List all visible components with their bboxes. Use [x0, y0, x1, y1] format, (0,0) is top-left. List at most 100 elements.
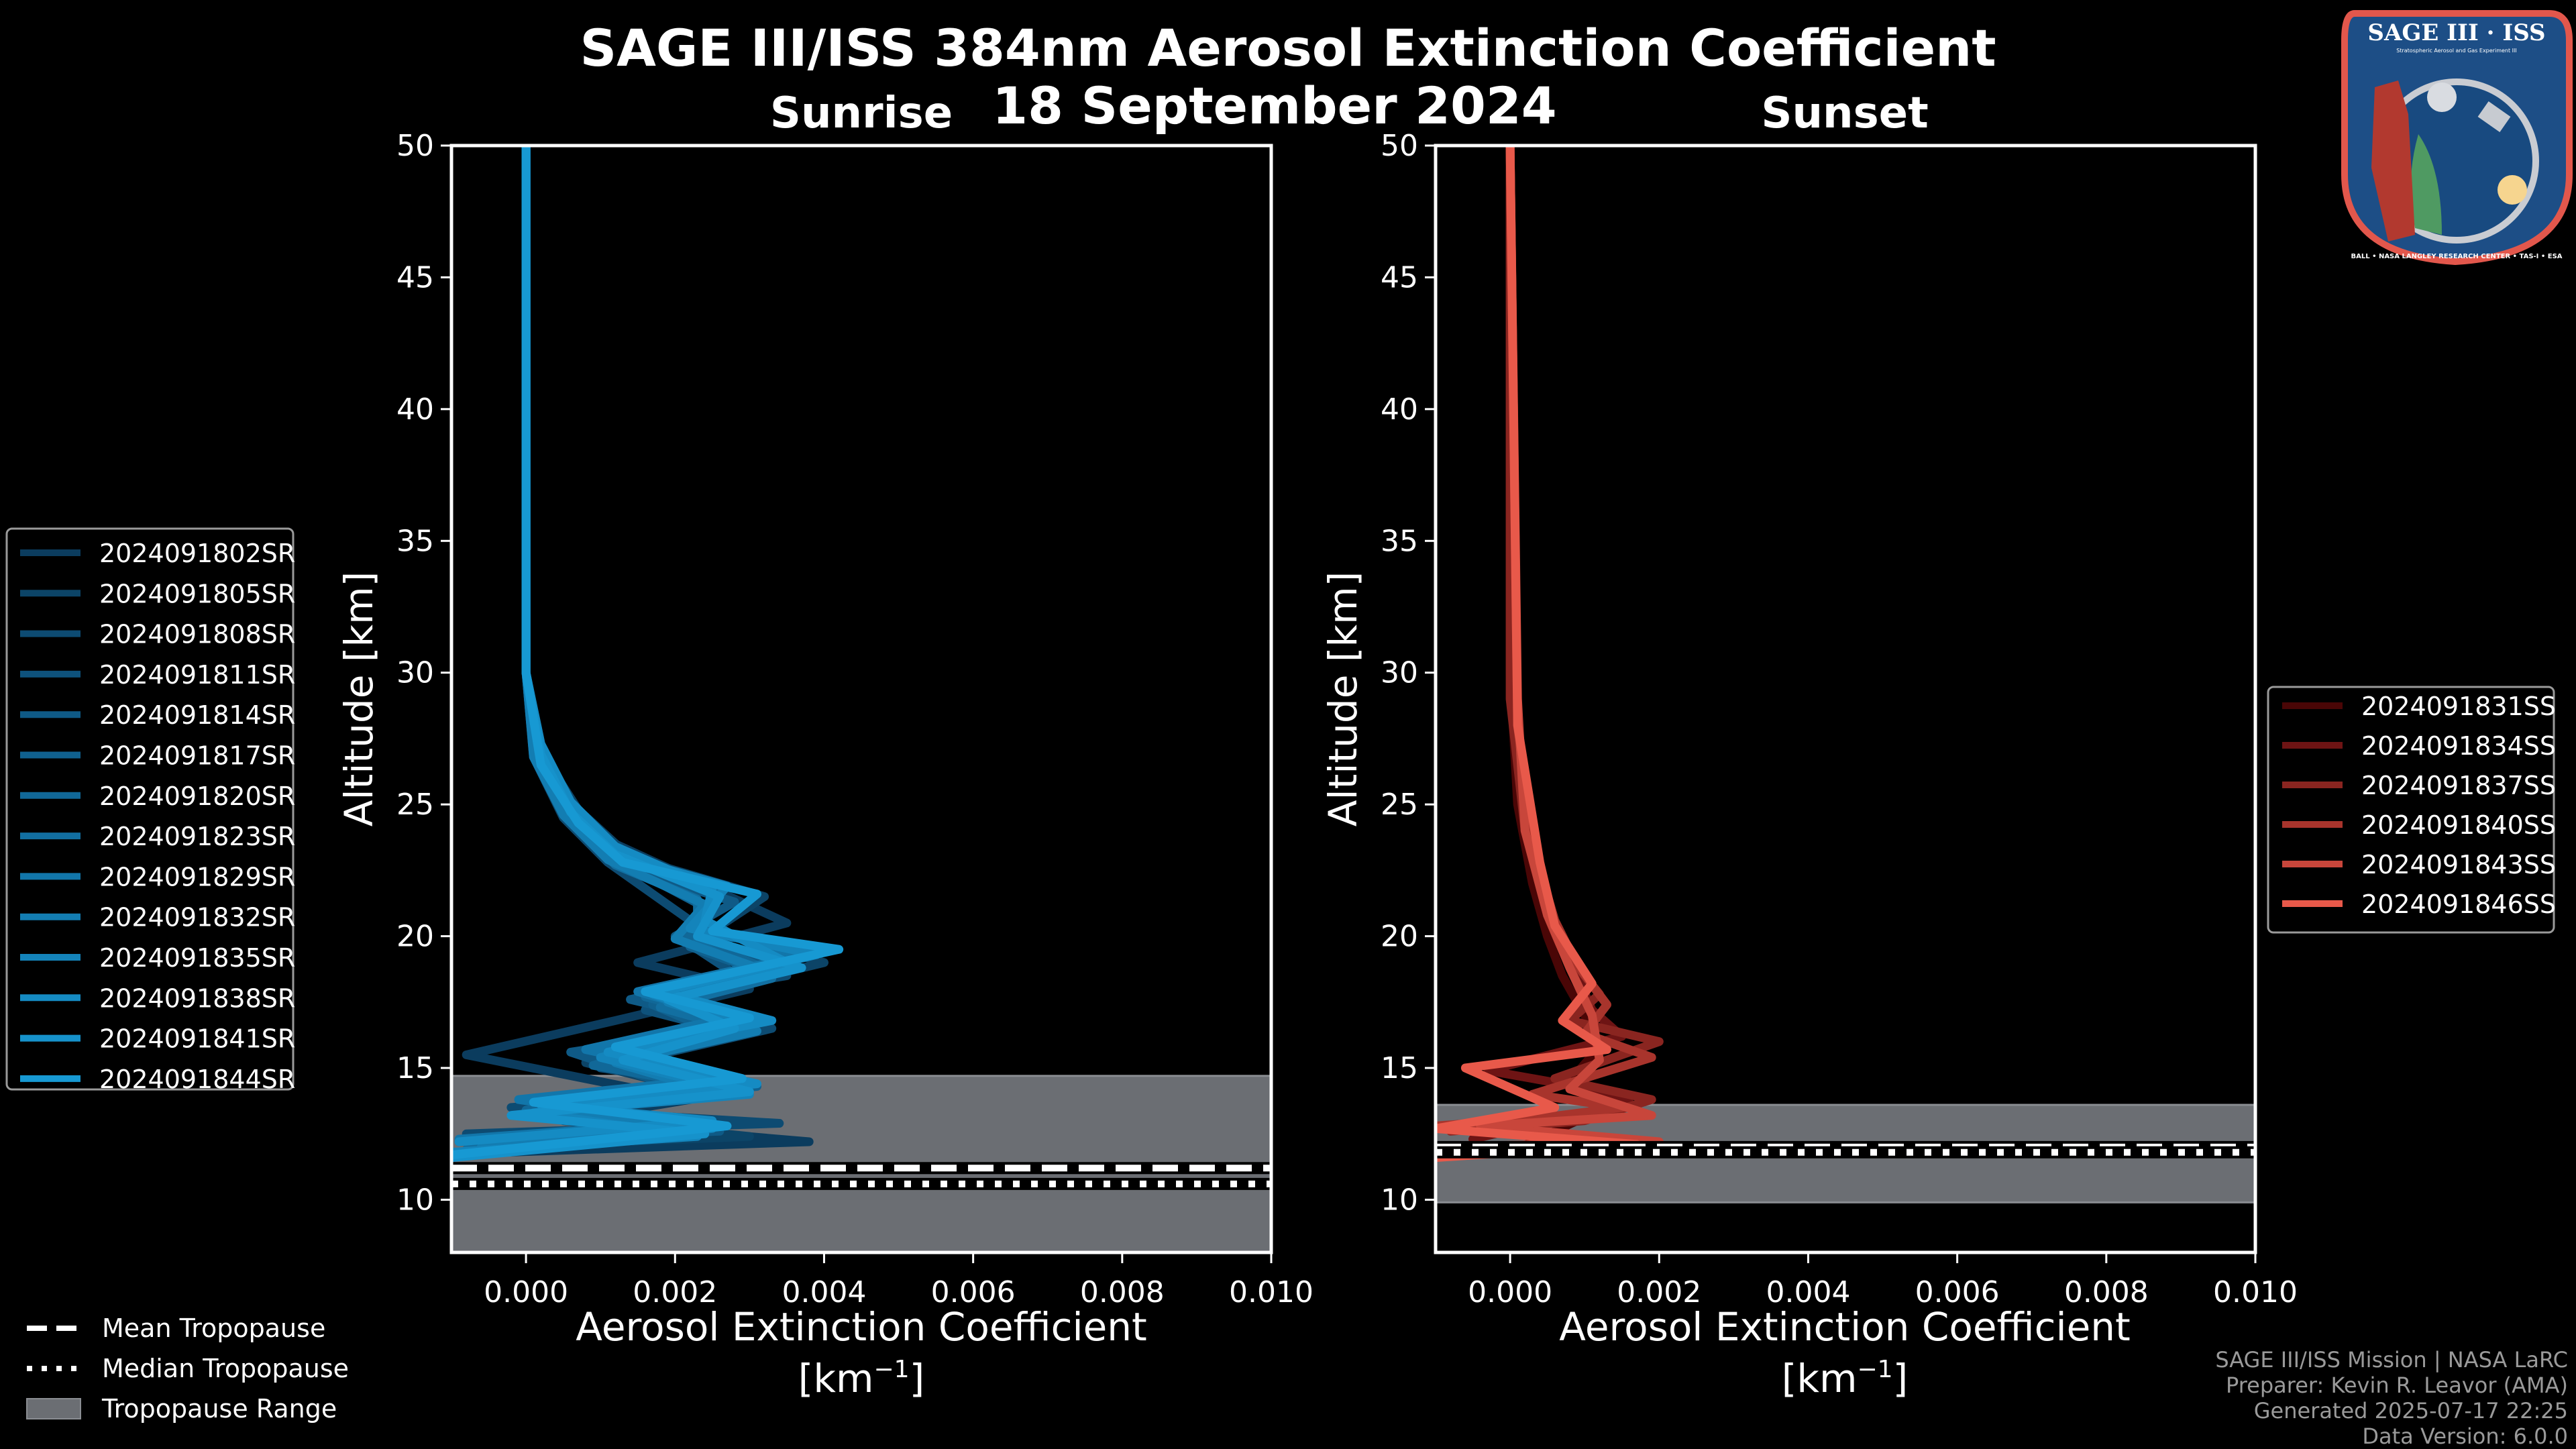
- y-tick-label: 45: [1381, 260, 1418, 294]
- x-tick-label: 0.004: [1766, 1275, 1850, 1309]
- legend-label: 2024091843SS: [2361, 850, 2556, 879]
- legend-label: 2024091820SR: [99, 782, 295, 811]
- sunrise-profiles: [451, 146, 844, 1163]
- legend-entry: 2024091829SR: [20, 862, 295, 892]
- sunset-panel-title: Sunset: [1761, 89, 1928, 138]
- legend-entry: 2024091831SS: [2282, 692, 2556, 721]
- sunset-x-axis-units: [km−1]: [1782, 1356, 1908, 1401]
- y-tick-label: 25: [396, 788, 434, 822]
- y-tick-label: 25: [1381, 788, 1418, 822]
- legend-entry: 2024091834SS: [2282, 731, 2556, 761]
- y-tick-label: 20: [1381, 920, 1418, 954]
- legend-label: 2024091829SR: [99, 862, 295, 892]
- sunset-y-axis-label: Altitude [km]: [1320, 572, 1366, 826]
- legend-label: 2024091832SR: [99, 903, 295, 932]
- sunrise-panel-title: Sunrise: [770, 89, 953, 138]
- sunrise-legend: 2024091802SR 2024091805SR 2024091808SR 2024…: [5, 527, 295, 1094]
- credit-mission: SAGE III/ISS Mission | NASA LaRC: [2215, 1347, 2568, 1373]
- y-tick-label: 15: [1381, 1051, 1418, 1085]
- credit-generated: Generated 2025-07-17 22:25: [2254, 1398, 2568, 1424]
- x-tick-label: 0.002: [1617, 1275, 1701, 1309]
- x-tick-label: 0.010: [1229, 1275, 1313, 1309]
- profile-line-2024091846SS: [1436, 146, 1642, 1163]
- tropopause-range-label: Tropopause Range: [101, 1394, 337, 1424]
- sunset-tropopause-lines: [1436, 1140, 2255, 1159]
- sunrise-legend-frame: [5, 527, 294, 1091]
- y-tick-label: 15: [396, 1051, 434, 1085]
- y-tick-label: 35: [396, 524, 434, 558]
- sunrise-x-axis-label: Aerosol Extinction Coefficient: [576, 1304, 1147, 1350]
- legend-entry: 2024091823SR: [20, 822, 295, 851]
- legend-label: 2024091823SR: [99, 822, 295, 851]
- sunset-axes: 0.000 0.002 0.004 0.006 0.008 0.010 10 15 20 25 30…: [1381, 129, 2298, 1309]
- legend-label: 2024091814SR: [99, 700, 295, 730]
- legend-label: 2024091811SR: [99, 660, 295, 690]
- logo-ring-text: BALL • NASA LANGLEY RESEARCH CENTER • TA…: [2351, 253, 2562, 260]
- legend-entry: 2024091837SS: [2282, 771, 2556, 800]
- y-tick-label: 30: [396, 656, 434, 690]
- legend-entry: 2024091802SR: [20, 539, 295, 568]
- logo-moon-icon: [2427, 83, 2457, 112]
- sunrise-axes: 0.000 0.002 0.004 0.006 0.008 0.010 10 15 20 25 30…: [396, 129, 1313, 1309]
- y-tick-label: 30: [1381, 656, 1418, 690]
- y-tick-label: 40: [1381, 392, 1418, 427]
- logo-wizard-icon: [2371, 80, 2415, 241]
- legend-label: 2024091834SS: [2361, 731, 2556, 761]
- sunrise-tropopause-lines: [451, 1162, 1271, 1190]
- legend-label: 2024091805SR: [99, 579, 295, 608]
- x-tick-label: 0.000: [1468, 1275, 1552, 1309]
- x-tick-label: 0.006: [931, 1275, 1016, 1309]
- logo-iss-icon: [2477, 101, 2511, 132]
- y-tick-label: 10: [1381, 1183, 1418, 1217]
- x-tick-label: 0.000: [484, 1275, 568, 1309]
- logo-name: SAGE III · ISS: [2367, 19, 2545, 46]
- credit-preparer: Preparer: Kevin R. Leavor (AMA): [2226, 1373, 2568, 1398]
- legend-entry: 2024091844SR: [20, 1065, 295, 1094]
- legend-entry: 2024091843SS: [2282, 850, 2556, 879]
- y-tick-label: 20: [396, 920, 434, 954]
- y-tick-label: 45: [396, 260, 434, 294]
- legend-entry: 2024091811SR: [20, 660, 295, 690]
- logo-earth-icon: [2410, 134, 2442, 235]
- sunset-panel: 0.000 0.002 0.004 0.006 0.008 0.010 10 15 20 25 30…: [1320, 129, 2298, 1401]
- figure-title: SAGE III/ISS 384nm Aerosol Extinction Co…: [580, 18, 1996, 78]
- sunrise-x-axis-units: [km−1]: [798, 1356, 924, 1401]
- x-tick-label: 0.008: [2064, 1275, 2149, 1309]
- legend-entry: 2024091817SR: [20, 741, 295, 771]
- y-tick-label: 35: [1381, 524, 1418, 558]
- x-tick-label: 0.002: [633, 1275, 717, 1309]
- sunset-legend: 2024091831SS 2024091834SS 2024091837SS 2024…: [2267, 686, 2556, 934]
- y-tick-label: 50: [396, 129, 434, 163]
- legend-label: 2024091841SR: [99, 1024, 295, 1054]
- tropopause-legend: Mean Tropopause Median Tropopause Tropop…: [26, 1313, 349, 1424]
- tropopause-range-swatch: [26, 1398, 81, 1419]
- credit-data-version: Data Version: 6.0.0: [2362, 1424, 2568, 1449]
- legend-entry: 2024091808SR: [20, 620, 295, 649]
- median-tropopause-label: Median Tropopause: [102, 1354, 349, 1383]
- sunrise-panel: 0.000 0.002 0.004 0.006 0.008 0.010 10 15 20 25 30…: [336, 129, 1313, 1401]
- legend-entry: 2024091840SS: [2282, 810, 2556, 840]
- legend-label: 2024091840SS: [2361, 810, 2556, 840]
- mean-tropopause-label: Mean Tropopause: [102, 1313, 325, 1343]
- profile-line-2024091844SR: [451, 146, 844, 1160]
- legend-label: 2024091846SS: [2361, 890, 2556, 919]
- legend-label: 2024091844SR: [99, 1065, 295, 1094]
- y-tick-label: 10: [396, 1183, 434, 1217]
- legend-entry: 2024091805SR: [20, 579, 295, 608]
- x-tick-label: 0.004: [782, 1275, 866, 1309]
- legend-label: 2024091831SS: [2361, 692, 2556, 721]
- legend-label: 2024091835SR: [99, 943, 295, 973]
- y-tick-label: 50: [1381, 129, 1418, 163]
- legend-label: 2024091808SR: [99, 620, 295, 649]
- legend-entry: 2024091846SS: [2282, 890, 2556, 919]
- sage-iii-iss-logo: SAGE III · ISS Stratospheric Aerosol and…: [2341, 10, 2573, 266]
- x-tick-label: 0.008: [1080, 1275, 1165, 1309]
- legend-entry: 2024091832SR: [20, 903, 295, 932]
- sunset-plot-frame: [1434, 144, 2257, 1254]
- figure-date: 18 September 2024: [992, 76, 1556, 136]
- logo-sun-icon: [2498, 175, 2527, 205]
- credits: SAGE III/ISS Mission | NASA LaRC Prepare…: [2215, 1347, 2568, 1449]
- legend-entry: 2024091814SR: [20, 700, 295, 730]
- y-tick-label: 40: [396, 392, 434, 427]
- legend-entry: 2024091838SR: [20, 983, 295, 1013]
